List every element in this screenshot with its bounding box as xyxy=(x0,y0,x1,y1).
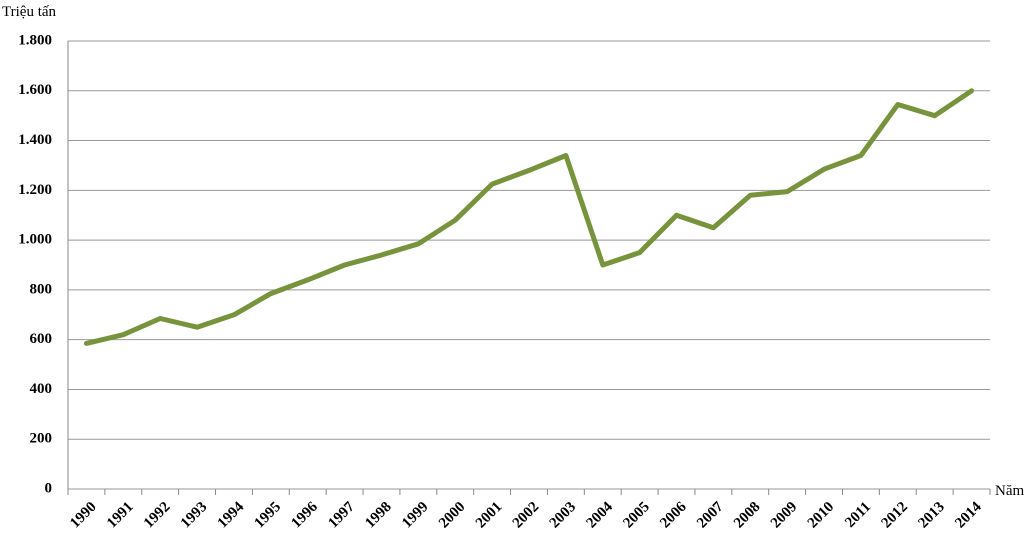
x-tick-label: 2013 xyxy=(915,499,948,532)
x-tick-label: 2002 xyxy=(510,499,543,532)
x-tick-label: 1997 xyxy=(325,499,358,532)
x-tick-label: 1993 xyxy=(178,499,211,532)
y-tick-label: 400 xyxy=(30,381,53,397)
x-tick-label: 2000 xyxy=(436,499,469,532)
x-tick-label: 1999 xyxy=(399,499,432,532)
y-tick-label: 1.000 xyxy=(18,232,52,248)
y-tick-label: 1.200 xyxy=(18,182,52,198)
x-tick-label: 2010 xyxy=(805,499,838,532)
x-tick-label: 2006 xyxy=(657,499,690,532)
x-tick-label: 1996 xyxy=(288,499,321,532)
x-tick-label: 2009 xyxy=(768,499,801,532)
x-tick-label: 1998 xyxy=(362,499,395,532)
y-tick-label: 200 xyxy=(30,431,53,447)
y-tick-label: 1.600 xyxy=(18,82,52,98)
x-tick-label: 1990 xyxy=(67,499,100,532)
y-tick-label: 1.800 xyxy=(18,32,52,48)
x-tick-label: 2008 xyxy=(731,499,764,532)
y-tick-label: 1.400 xyxy=(18,132,52,148)
x-axis-label: Năm xyxy=(995,483,1024,499)
y-tick-label: 800 xyxy=(30,281,53,297)
x-tick-label: 2003 xyxy=(547,499,580,532)
y-tick-label: 600 xyxy=(30,331,53,347)
x-tick-label: 2014 xyxy=(952,499,985,532)
y-axis-label: Triệu tấn xyxy=(2,4,57,20)
x-tick-label: 1991 xyxy=(104,499,137,532)
x-tick-label: 1994 xyxy=(215,499,248,532)
x-tick-label: 2012 xyxy=(879,499,912,532)
x-tick-label: 2001 xyxy=(473,499,506,532)
x-tick-label: 2005 xyxy=(620,499,653,532)
x-tick-label: 2007 xyxy=(694,499,727,532)
x-tick-label: 2004 xyxy=(583,499,616,532)
y-tick-label: 0 xyxy=(45,480,53,496)
x-tick-label: 1992 xyxy=(141,499,174,532)
data-line xyxy=(83,88,975,346)
x-tick-label: 2011 xyxy=(842,499,874,531)
x-tick-label: 1995 xyxy=(252,499,285,532)
